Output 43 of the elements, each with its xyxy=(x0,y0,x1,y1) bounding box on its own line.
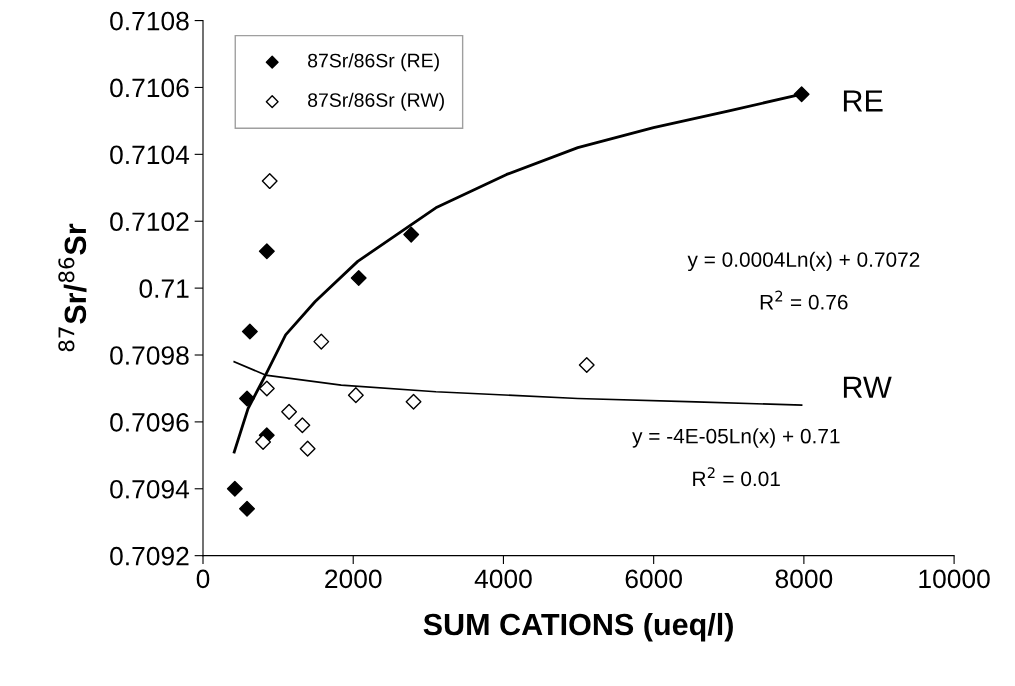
annotation: RE xyxy=(843,90,883,112)
point xyxy=(350,270,367,287)
point xyxy=(294,417,311,434)
point xyxy=(239,500,255,517)
point xyxy=(226,480,243,497)
point xyxy=(403,226,420,243)
x-tick-label: 4000 xyxy=(474,569,532,589)
y-tick-label: 0.7104 xyxy=(110,145,190,165)
legend-label: 87Sr/86Sr (RE) xyxy=(308,53,439,72)
annotation: y = 0.0004Ln(x) + 0.7072 xyxy=(687,251,920,272)
x-axis-title: SUM CATIONS (ueq/l) xyxy=(423,612,733,642)
point xyxy=(261,173,278,190)
y-tick-label: 0.7098 xyxy=(110,346,189,365)
y-tick-label: 0.7096 xyxy=(110,413,189,432)
point xyxy=(578,357,595,374)
point xyxy=(299,440,316,457)
y-tick-label: 0.71 xyxy=(139,279,189,298)
x-tick-label: 0 xyxy=(196,569,210,589)
annotation: R$^{2}$ = 0.76 xyxy=(760,290,848,310)
x-tick-label: 10000 xyxy=(919,569,990,589)
y-tick-label: 0.7094 xyxy=(110,479,190,499)
x-tick-label: 6000 xyxy=(625,569,682,589)
point xyxy=(241,323,258,340)
annotation: R$^{2}$ = 0.01 xyxy=(693,467,780,487)
y-tick-label: 0.7092 xyxy=(110,546,189,566)
y-tick-label: 0.7108 xyxy=(110,11,189,31)
point xyxy=(255,433,272,450)
y-axis-title: $^{87}$Sr/$^{86}$Sr xyxy=(58,223,87,352)
point xyxy=(313,333,330,350)
y-tick-label: 0.7102 xyxy=(110,212,189,232)
y-tick-label: 0.7106 xyxy=(110,78,189,98)
point xyxy=(793,86,810,103)
point xyxy=(347,387,364,404)
legend-label: 87Sr/86Sr (RW) xyxy=(308,92,444,111)
x-tick-label: 8000 xyxy=(775,569,833,589)
annotation: y = -4E-05Ln(x) + 0.71 xyxy=(632,428,840,448)
x-tick-label: 2000 xyxy=(325,569,382,589)
point xyxy=(281,403,298,420)
annotation: RW xyxy=(843,376,892,398)
point xyxy=(258,243,275,260)
point xyxy=(258,380,275,397)
point xyxy=(239,390,255,407)
point xyxy=(405,393,422,410)
